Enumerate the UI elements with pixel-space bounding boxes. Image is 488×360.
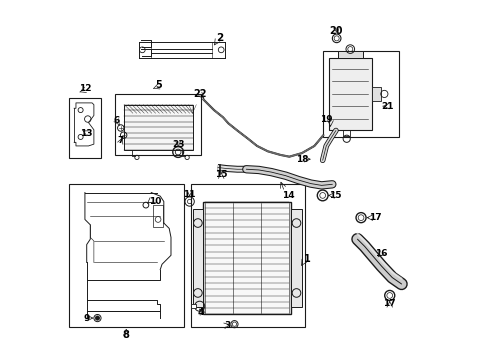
- Text: 17: 17: [368, 213, 381, 222]
- Text: 22: 22: [193, 89, 206, 99]
- Bar: [192, 209, 203, 307]
- Text: 8: 8: [122, 330, 129, 340]
- Text: 17: 17: [383, 299, 395, 308]
- Text: 7: 7: [117, 136, 124, 145]
- Text: 14: 14: [282, 190, 294, 199]
- Bar: [69, 98, 101, 158]
- Text: 10: 10: [149, 197, 162, 206]
- Bar: [69, 184, 183, 327]
- Text: 3: 3: [224, 321, 230, 330]
- Bar: [337, 51, 362, 58]
- Text: 21: 21: [381, 102, 393, 111]
- Bar: [190, 304, 196, 309]
- Text: 13: 13: [81, 129, 93, 138]
- Text: 1: 1: [303, 254, 310, 264]
- Text: 16: 16: [374, 249, 387, 258]
- Bar: [115, 94, 201, 155]
- Text: 15: 15: [328, 191, 341, 200]
- Bar: [153, 205, 163, 226]
- Text: 18: 18: [295, 155, 307, 164]
- Text: 5: 5: [155, 80, 162, 90]
- Text: 23: 23: [172, 140, 184, 149]
- Text: 19: 19: [319, 115, 332, 124]
- Text: 9: 9: [83, 314, 89, 323]
- Bar: [371, 87, 380, 101]
- Text: 6: 6: [114, 116, 120, 125]
- Bar: [328, 58, 371, 130]
- Bar: [290, 209, 301, 307]
- Text: 12: 12: [79, 84, 91, 93]
- Text: 11: 11: [183, 190, 196, 199]
- Circle shape: [95, 316, 100, 320]
- Text: 4: 4: [197, 308, 203, 317]
- Text: 20: 20: [328, 26, 342, 36]
- Bar: [190, 184, 305, 327]
- Bar: [323, 51, 398, 137]
- Text: 2: 2: [215, 33, 223, 43]
- Bar: [203, 202, 290, 315]
- Bar: [124, 105, 192, 149]
- Text: 15: 15: [215, 170, 227, 179]
